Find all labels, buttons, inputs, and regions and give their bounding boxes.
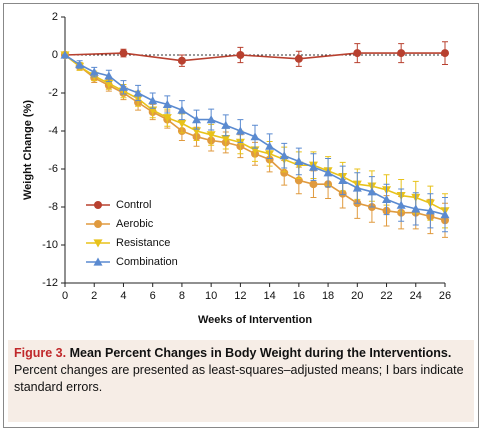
chart: Weeks of Intervention Weight Change (%) …	[22, 11, 451, 326]
caption-title: Mean Percent Changes in Body Weight duri…	[69, 346, 452, 360]
data-point	[235, 126, 245, 135]
y-tick-label: 0	[52, 49, 58, 61]
data-point	[119, 49, 128, 58]
y-tick-label: -4	[48, 125, 58, 137]
y-tick-label: -2	[48, 87, 58, 99]
data-point	[294, 54, 303, 63]
data-point	[323, 168, 333, 177]
caption-label: Figure 3.	[14, 346, 67, 360]
data-point	[236, 51, 245, 59]
data-point	[294, 156, 304, 165]
data-point	[441, 49, 449, 58]
x-tick-label: 26	[439, 290, 451, 302]
data-point	[89, 67, 99, 76]
x-axis-label: Weeks of Intervention	[198, 314, 312, 326]
y-tick-label: -10	[42, 239, 58, 251]
data-point	[396, 200, 406, 209]
data-point	[221, 135, 231, 144]
data-point	[133, 88, 143, 97]
data-point	[177, 56, 186, 65]
x-tick-label: 4	[120, 290, 126, 302]
legend-marker	[94, 201, 102, 209]
x-tick-label: 14	[263, 290, 275, 302]
data-point	[162, 99, 172, 108]
data-point	[367, 187, 377, 196]
x-tick-label: 12	[234, 290, 246, 302]
legend-label: Combination	[116, 256, 178, 268]
data-point	[352, 183, 362, 192]
caption-text: Percent changes are presented as least-s…	[14, 363, 464, 394]
y-tick-label: -6	[48, 163, 58, 175]
data-point	[353, 49, 362, 58]
legend-label: Control	[116, 199, 151, 211]
data-point	[440, 210, 450, 219]
data-point	[280, 168, 289, 177]
data-point	[279, 151, 289, 160]
data-point	[250, 132, 260, 141]
data-point	[118, 82, 128, 91]
x-tick-label: 16	[293, 290, 305, 302]
x-tick-label: 0	[62, 290, 68, 302]
series-line	[64, 52, 445, 62]
legend-label: Resistance	[116, 237, 170, 249]
x-tick-label: 24	[410, 290, 422, 302]
x-tick-label: 22	[380, 290, 392, 302]
y-tick-label: -12	[42, 277, 58, 289]
data-point	[308, 162, 318, 171]
caption: Figure 3. Mean Percent Changes in Body W…	[8, 340, 474, 422]
data-point	[148, 96, 158, 105]
data-point	[221, 120, 231, 129]
x-tick-label: 6	[150, 290, 156, 302]
x-tick-label: 8	[179, 290, 185, 302]
x-tick-label: 10	[205, 290, 217, 302]
data-point	[192, 115, 202, 124]
data-point	[265, 141, 275, 150]
data-point	[162, 114, 172, 123]
legend-marker	[94, 220, 102, 228]
data-point	[104, 71, 114, 80]
y-tick-label: 2	[52, 11, 58, 23]
data-point	[338, 175, 348, 184]
data-point	[177, 105, 187, 114]
data-point	[177, 119, 187, 128]
legend-marker	[93, 239, 103, 248]
legend-marker	[93, 257, 103, 266]
figure-frame	[3, 3, 479, 428]
data-point	[382, 194, 392, 203]
data-point	[309, 180, 318, 189]
data-point	[397, 49, 406, 58]
data-point	[206, 115, 216, 124]
data-point	[206, 131, 216, 140]
x-tick-label: 2	[91, 290, 97, 302]
data-point	[425, 206, 435, 215]
data-point	[411, 204, 421, 213]
data-point	[75, 60, 85, 69]
data-point	[60, 50, 70, 59]
x-tick-label: 18	[322, 290, 334, 302]
y-axis-label: Weight Change (%)	[22, 100, 34, 200]
y-tick-label: -8	[48, 201, 58, 213]
x-tick-label: 20	[351, 290, 363, 302]
legend-label: Aerobic	[116, 218, 154, 230]
